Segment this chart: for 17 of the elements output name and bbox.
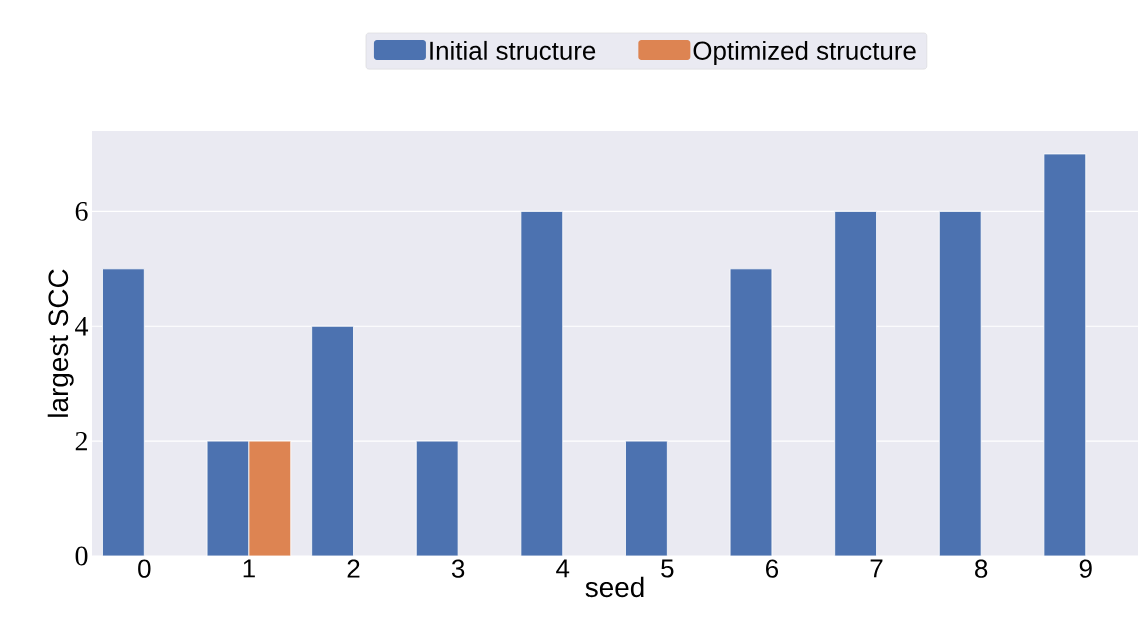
y-tick-label: 2 — [75, 431, 87, 451]
x-tick-label: 0 — [138, 559, 151, 578]
x-tick-label: 6 — [766, 559, 778, 578]
x-tick-label: 5 — [661, 559, 674, 578]
x-tick-label: 8 — [975, 559, 988, 578]
y-tick-label: 4 — [75, 317, 89, 336]
x-tick-label: 3 — [451, 559, 465, 578]
x-tick-label: 2 — [347, 559, 360, 578]
legend-label: Initial structure — [430, 40, 596, 60]
y-axis-title: largest SCC — [47, 269, 74, 417]
x-tick-label: 1 — [243, 559, 255, 578]
x-tick-label: 4 — [556, 559, 570, 578]
x-axis-title: seed — [585, 576, 644, 598]
y-tick-label: 6 — [75, 202, 88, 221]
legend-label: Optimized structure — [693, 40, 916, 66]
x-tick-label: 9 — [1079, 559, 1092, 578]
x-tick-label: 7 — [870, 559, 883, 578]
